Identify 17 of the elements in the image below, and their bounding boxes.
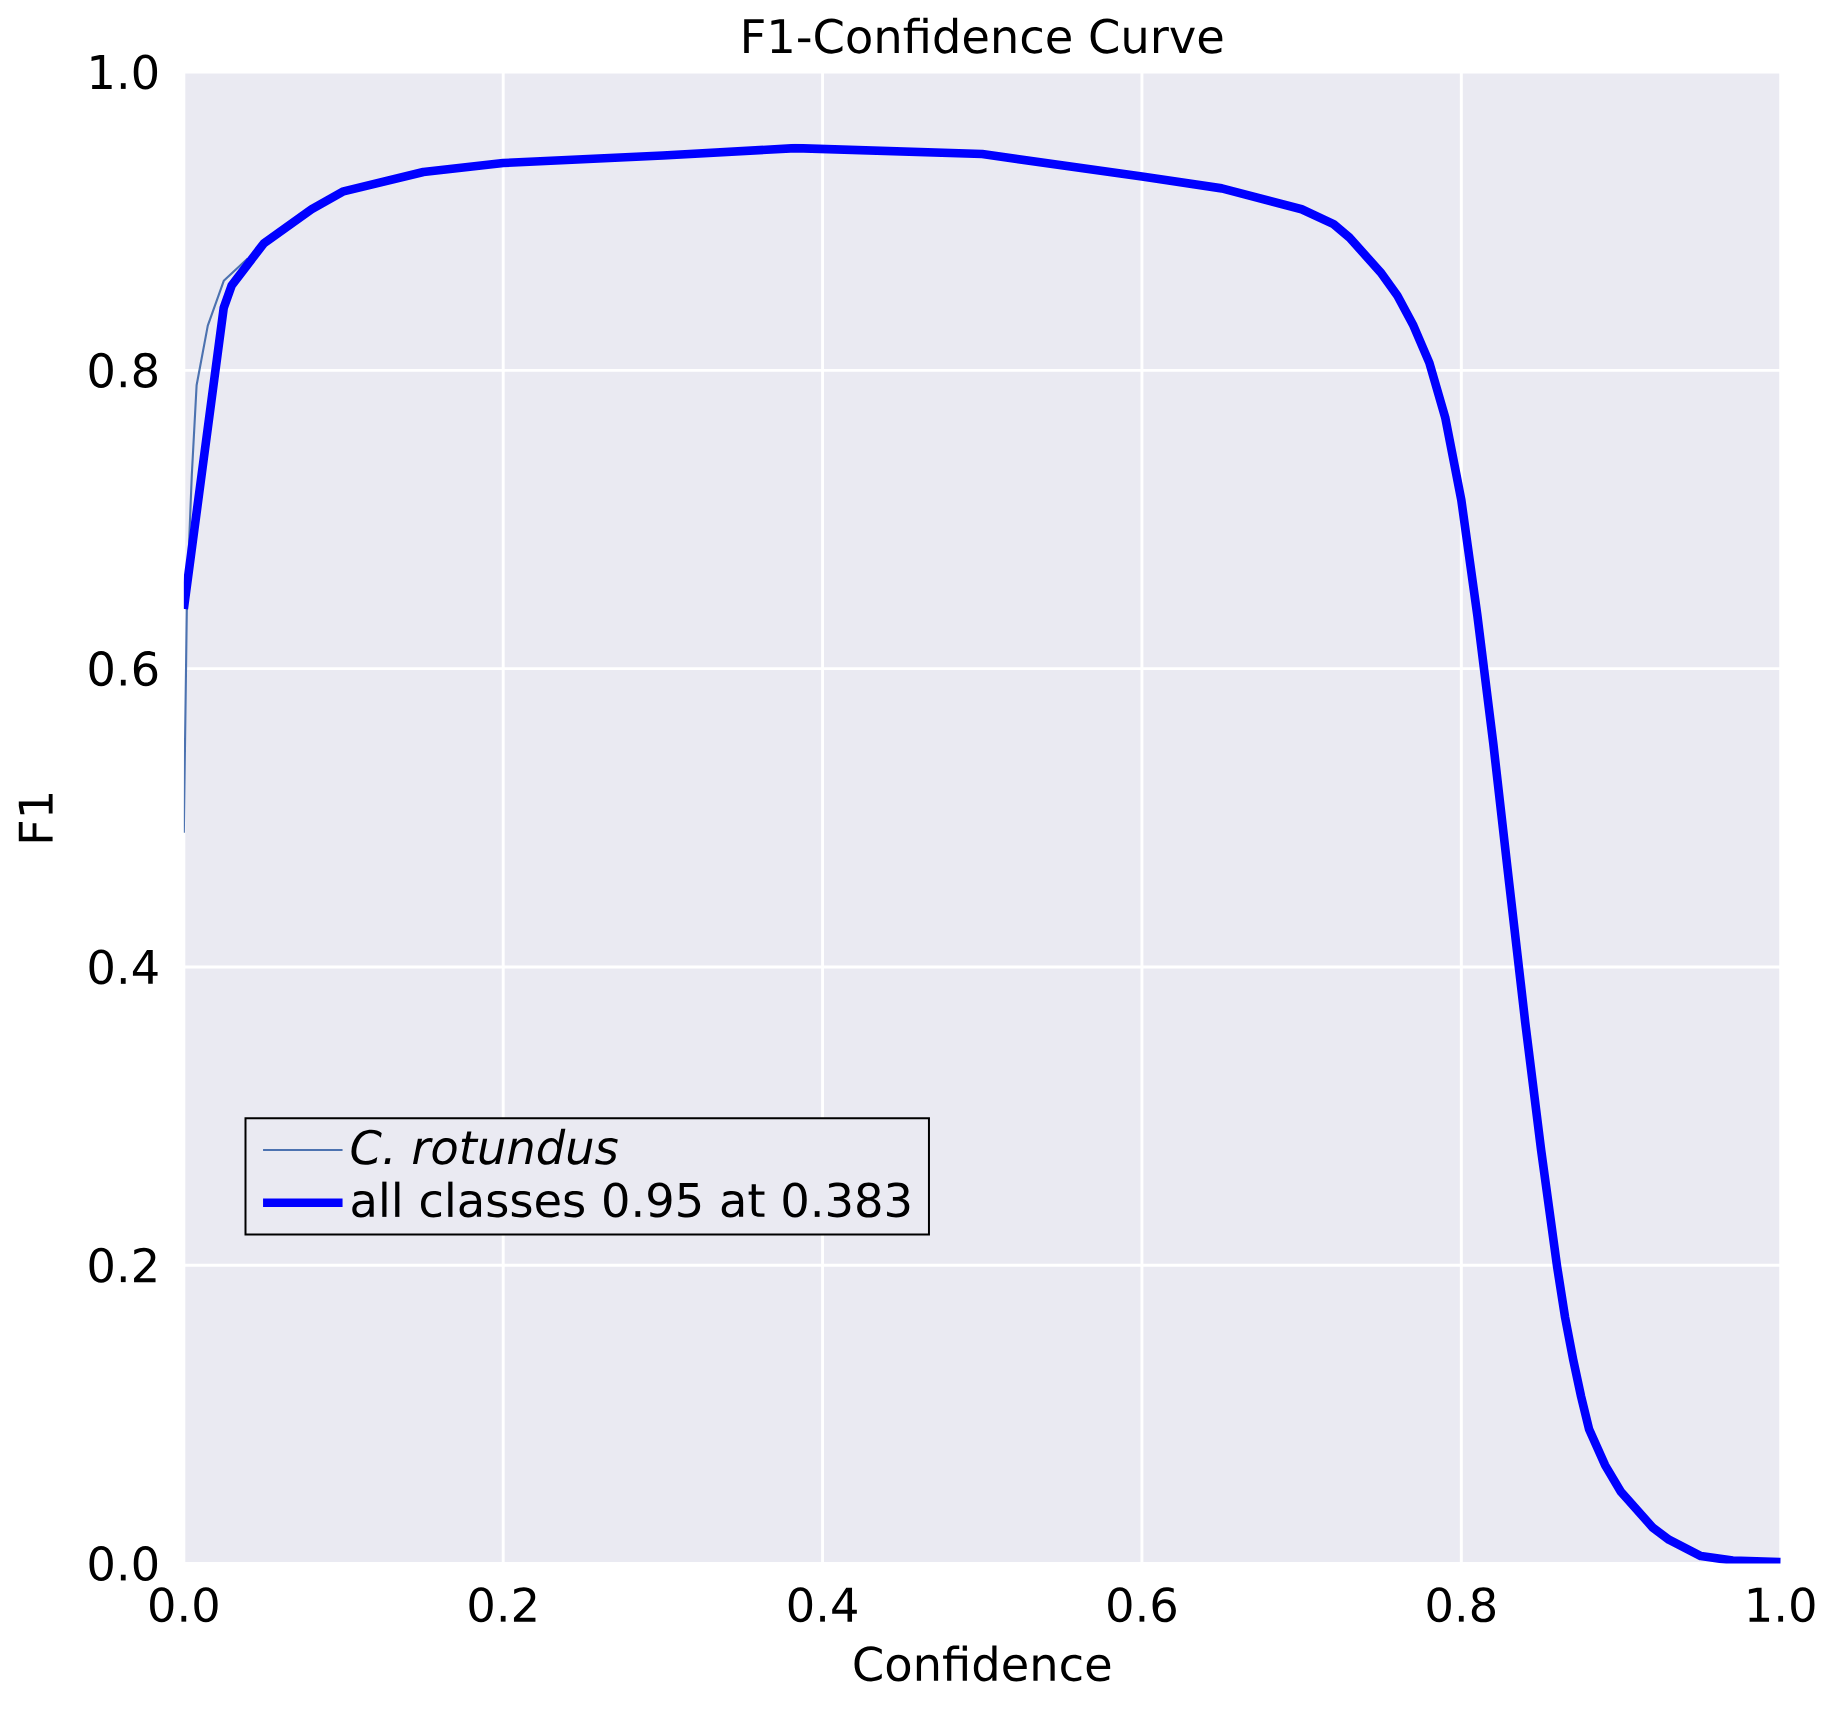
y-tick-label: 1.0 [91, 54, 158, 90]
legend-label: C. rotundus [351, 1128, 618, 1165]
legend-label: all classes 0.95 at 0.383 [352, 1181, 910, 1218]
x-tick-label: 0.0 [150, 1587, 218, 1623]
x-tick-label: 0.2 [469, 1587, 536, 1623]
x-tick-label: 0.4 [788, 1587, 857, 1623]
x-tick-label: 1.0 [1748, 1587, 1815, 1623]
y-axis-title: F1 [18, 793, 53, 842]
x-tick-label: 0.6 [1108, 1587, 1176, 1623]
x-axis-title: Confidence [854, 1645, 1111, 1682]
y-tick-label: 0.4 [89, 949, 158, 985]
y-tick-label: 0.6 [89, 651, 158, 687]
chart-title: F1-Confidence Curve [744, 17, 1223, 54]
y-tick-label: 0.2 [89, 1247, 156, 1283]
y-tick-label: 0.0 [89, 1545, 158, 1582]
x-tick-label: 0.8 [1427, 1587, 1496, 1623]
y-tick-label: 0.8 [89, 352, 157, 388]
